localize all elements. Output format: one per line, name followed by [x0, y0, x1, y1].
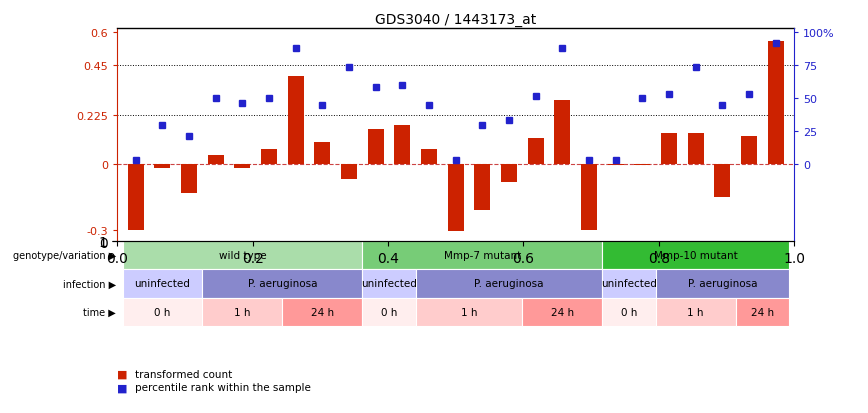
Bar — [608, 165, 623, 166]
Text: 0 h: 0 h — [155, 307, 171, 317]
Bar — [555, 101, 570, 165]
Bar — [363, 270, 416, 298]
Text: 1 h: 1 h — [461, 307, 477, 317]
Bar — [207, 156, 224, 165]
Text: 0 h: 0 h — [621, 307, 637, 317]
Bar — [581, 165, 597, 230]
Bar — [528, 138, 543, 165]
Bar — [661, 134, 677, 165]
Text: P. aeruginosa: P. aeruginosa — [247, 279, 317, 289]
Bar — [341, 165, 357, 180]
Bar — [181, 165, 197, 193]
Text: time ▶: time ▶ — [83, 307, 115, 317]
Bar — [128, 165, 144, 230]
Text: uninfected: uninfected — [601, 279, 657, 289]
Bar — [602, 298, 655, 326]
Bar — [261, 150, 277, 165]
Bar — [368, 130, 384, 165]
Text: P. aeruginosa: P. aeruginosa — [687, 279, 757, 289]
Bar — [416, 298, 523, 326]
Bar — [122, 298, 202, 326]
Text: percentile rank within the sample: percentile rank within the sample — [135, 382, 311, 392]
Text: 1 h: 1 h — [687, 307, 704, 317]
Bar — [602, 241, 789, 270]
Text: 1 h: 1 h — [234, 307, 251, 317]
Bar — [474, 165, 490, 211]
Bar — [234, 165, 251, 169]
Bar — [122, 270, 202, 298]
Bar — [735, 298, 789, 326]
Bar — [363, 298, 416, 326]
Bar — [202, 270, 363, 298]
Bar — [655, 270, 789, 298]
Text: Mmp-10 mutant: Mmp-10 mutant — [654, 250, 738, 261]
Bar — [155, 165, 170, 169]
Bar — [122, 241, 363, 270]
Text: infection ▶: infection ▶ — [62, 279, 115, 289]
Bar — [501, 165, 517, 182]
Text: P. aeruginosa: P. aeruginosa — [474, 279, 543, 289]
Bar — [635, 165, 650, 166]
Text: genotype/variation ▶: genotype/variation ▶ — [13, 250, 115, 261]
Bar — [767, 42, 784, 165]
Title: GDS3040 / 1443173_at: GDS3040 / 1443173_at — [375, 12, 536, 26]
Bar — [416, 270, 602, 298]
Text: 24 h: 24 h — [751, 307, 773, 317]
Bar — [314, 143, 331, 165]
Bar — [288, 77, 304, 165]
Text: 0 h: 0 h — [381, 307, 398, 317]
Text: ■: ■ — [117, 382, 128, 392]
Bar — [602, 270, 655, 298]
Bar — [448, 165, 464, 231]
Text: 24 h: 24 h — [551, 307, 574, 317]
Bar — [363, 241, 602, 270]
Text: wild type: wild type — [219, 250, 266, 261]
Bar — [655, 298, 735, 326]
Text: Mmp-7 mutant: Mmp-7 mutant — [444, 250, 521, 261]
Bar — [282, 298, 363, 326]
Bar — [714, 165, 730, 197]
Bar — [421, 150, 437, 165]
Bar — [687, 134, 704, 165]
Text: uninfected: uninfected — [361, 279, 417, 289]
Bar — [202, 298, 282, 326]
Text: uninfected: uninfected — [135, 279, 190, 289]
Text: ■: ■ — [117, 369, 128, 379]
Bar — [741, 136, 757, 165]
Bar — [394, 125, 411, 165]
Text: 24 h: 24 h — [311, 307, 334, 317]
Bar — [523, 298, 602, 326]
Text: transformed count: transformed count — [135, 369, 232, 379]
